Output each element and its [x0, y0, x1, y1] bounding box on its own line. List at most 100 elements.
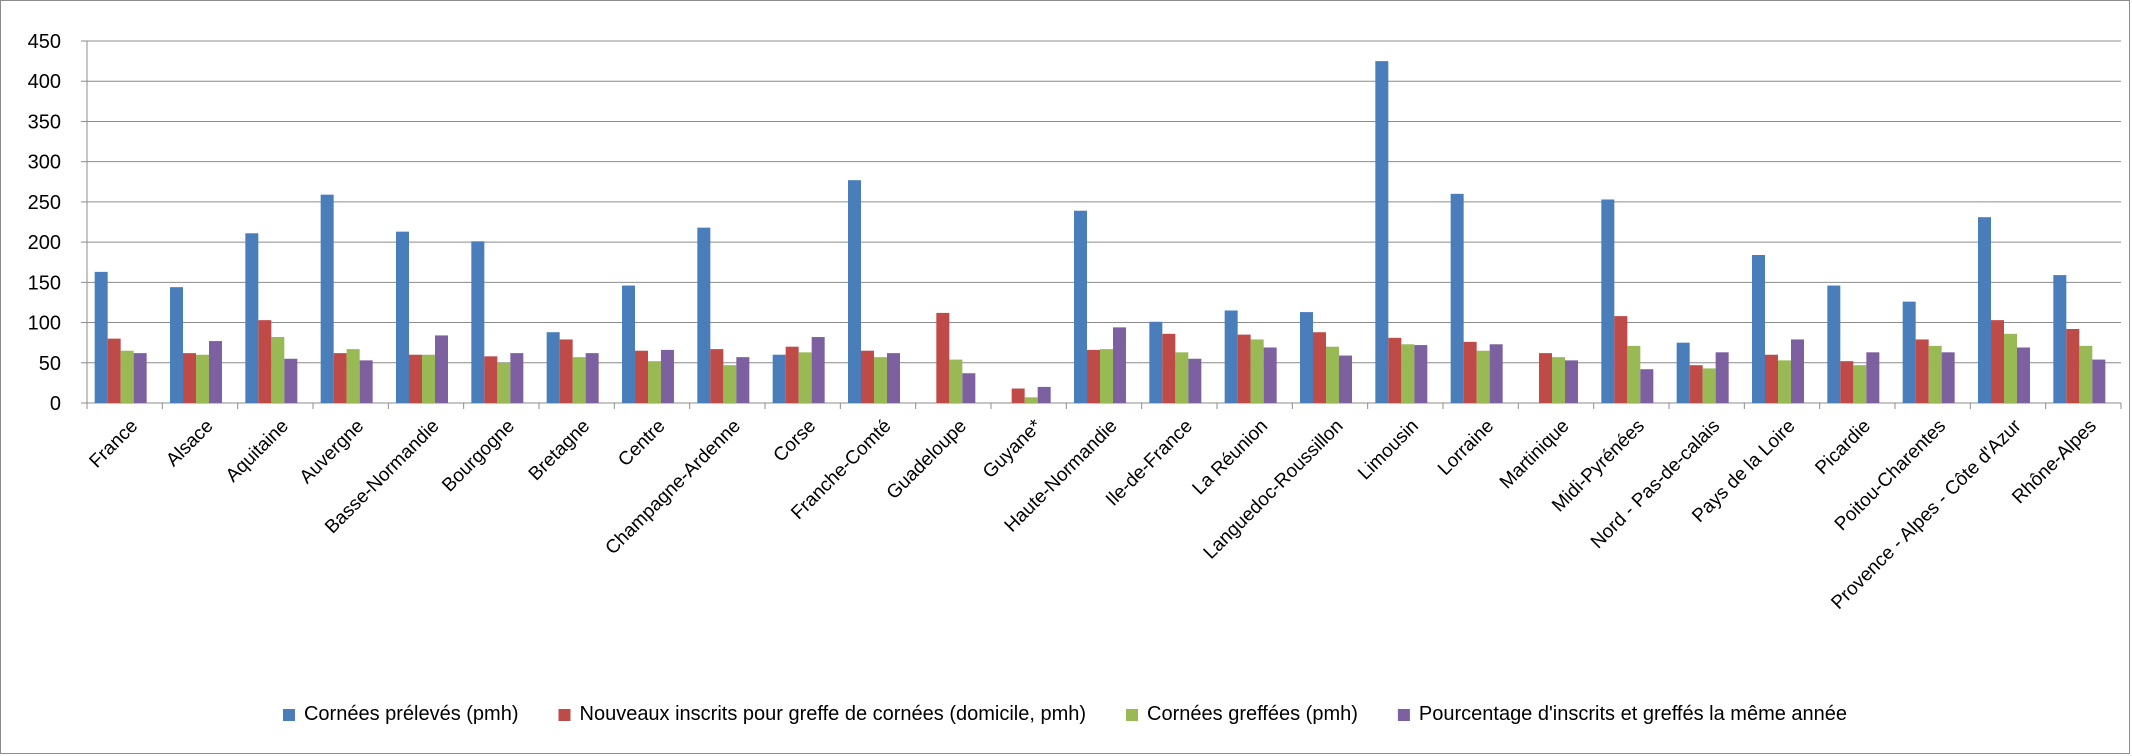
bar	[1702, 368, 1716, 403]
bar	[1791, 339, 1804, 403]
bar	[183, 353, 196, 403]
bar	[1941, 352, 1955, 403]
bars	[94, 61, 2106, 403]
bar	[697, 227, 711, 403]
bar	[484, 356, 498, 403]
y-tick-label: 100	[28, 313, 61, 335]
bar	[2004, 333, 2017, 403]
bar	[736, 357, 750, 403]
x-tick-label: Alsace	[162, 416, 217, 471]
legend-swatch	[1397, 709, 1410, 721]
y-tick-label: 250	[28, 192, 61, 214]
x-tick-label: Picardie	[1811, 416, 1874, 479]
y-tick-label: 350	[28, 111, 61, 133]
legend-item: Cornées greffées (pmh)	[1126, 703, 1358, 725]
bar	[120, 350, 134, 403]
bar	[497, 362, 511, 403]
bar	[1149, 321, 1163, 403]
bar	[320, 194, 334, 403]
bar	[1162, 333, 1176, 403]
bar	[785, 346, 799, 403]
bar	[1401, 344, 1415, 403]
gridlines	[87, 40, 2121, 364]
bar	[1853, 365, 1867, 403]
bar	[723, 365, 737, 403]
bar	[133, 353, 147, 403]
category-labels: France Alsace Aquitaine AuvergneBasse-Norma…	[86, 415, 2101, 614]
x-tick-label: Champagne-Ardenne	[602, 416, 745, 559]
bar	[196, 354, 209, 403]
bar	[1489, 344, 1503, 403]
bar	[1188, 358, 1202, 403]
x-tick-label: Martinique	[1496, 416, 1574, 494]
bar	[1011, 388, 1025, 403]
x-tick-label: Bretagne	[525, 416, 594, 485]
legend-item: Cornées prélevés (pmh)	[282, 703, 519, 725]
x-tick-label: Limousin	[1354, 416, 1423, 485]
bar	[422, 354, 435, 403]
x-tick-label: Aquitaine	[222, 416, 293, 487]
bar	[1113, 327, 1126, 403]
bar	[572, 357, 586, 403]
y-tick-label: 200	[28, 232, 61, 254]
bar	[396, 231, 409, 403]
bar	[949, 359, 963, 403]
bar	[1915, 339, 1929, 403]
bar	[936, 312, 950, 403]
bar	[333, 353, 347, 403]
x-tick-label: Lorraine	[1434, 416, 1498, 480]
bar	[661, 349, 674, 403]
bar	[1250, 339, 1264, 403]
bar	[1601, 199, 1615, 403]
x-tick-label: Guyane*	[979, 415, 1047, 483]
y-tick-label: 0	[50, 393, 61, 415]
bar	[887, 353, 900, 403]
bar	[1627, 345, 1641, 403]
y-tick-label: 150	[28, 272, 61, 294]
bar	[559, 339, 573, 403]
bar	[284, 358, 298, 403]
bar	[1100, 349, 1113, 403]
legend-label: Cornées prélevés (pmh)	[304, 703, 519, 725]
x-tick-label: Languedoc-Roussillon	[1200, 416, 1348, 564]
legend: Cornées prélevés (pmh) Nouveaux inscrits …	[282, 703, 1847, 725]
bar	[1752, 254, 1765, 403]
bar	[2066, 328, 2080, 403]
bar	[209, 341, 222, 403]
bar	[1715, 352, 1729, 403]
bar	[1840, 361, 1854, 403]
legend-label: Nouveaux inscrits pour greffe de cornées…	[580, 703, 1087, 725]
bar	[1375, 61, 1389, 403]
x-tick-label: Centre	[614, 416, 669, 471]
bar	[546, 332, 560, 403]
bar	[1175, 352, 1189, 403]
bar	[2017, 347, 2030, 403]
y-tick-label: 400	[28, 71, 61, 93]
bar	[1388, 337, 1402, 403]
bar	[94, 271, 108, 403]
bar	[1224, 310, 1238, 403]
bar	[471, 241, 485, 403]
bar	[798, 352, 812, 403]
bar	[510, 353, 524, 403]
bar	[1539, 353, 1552, 403]
bar	[622, 285, 635, 403]
bar	[1978, 217, 1991, 403]
bar	[1313, 332, 1326, 403]
bar	[1778, 360, 1791, 403]
bar	[1339, 355, 1352, 403]
legend-item: Pourcentage d'inscrits et greffés la mêm…	[1397, 703, 1847, 725]
legend-swatch	[282, 709, 295, 721]
x-tick-label: France	[86, 416, 143, 473]
bar	[1689, 365, 1703, 403]
bar	[271, 337, 285, 403]
bar	[585, 353, 599, 403]
bar	[635, 350, 648, 403]
bar	[1866, 352, 1880, 403]
bar	[1414, 345, 1428, 403]
bar	[874, 357, 887, 403]
bar	[409, 354, 422, 403]
bar	[1476, 350, 1490, 403]
